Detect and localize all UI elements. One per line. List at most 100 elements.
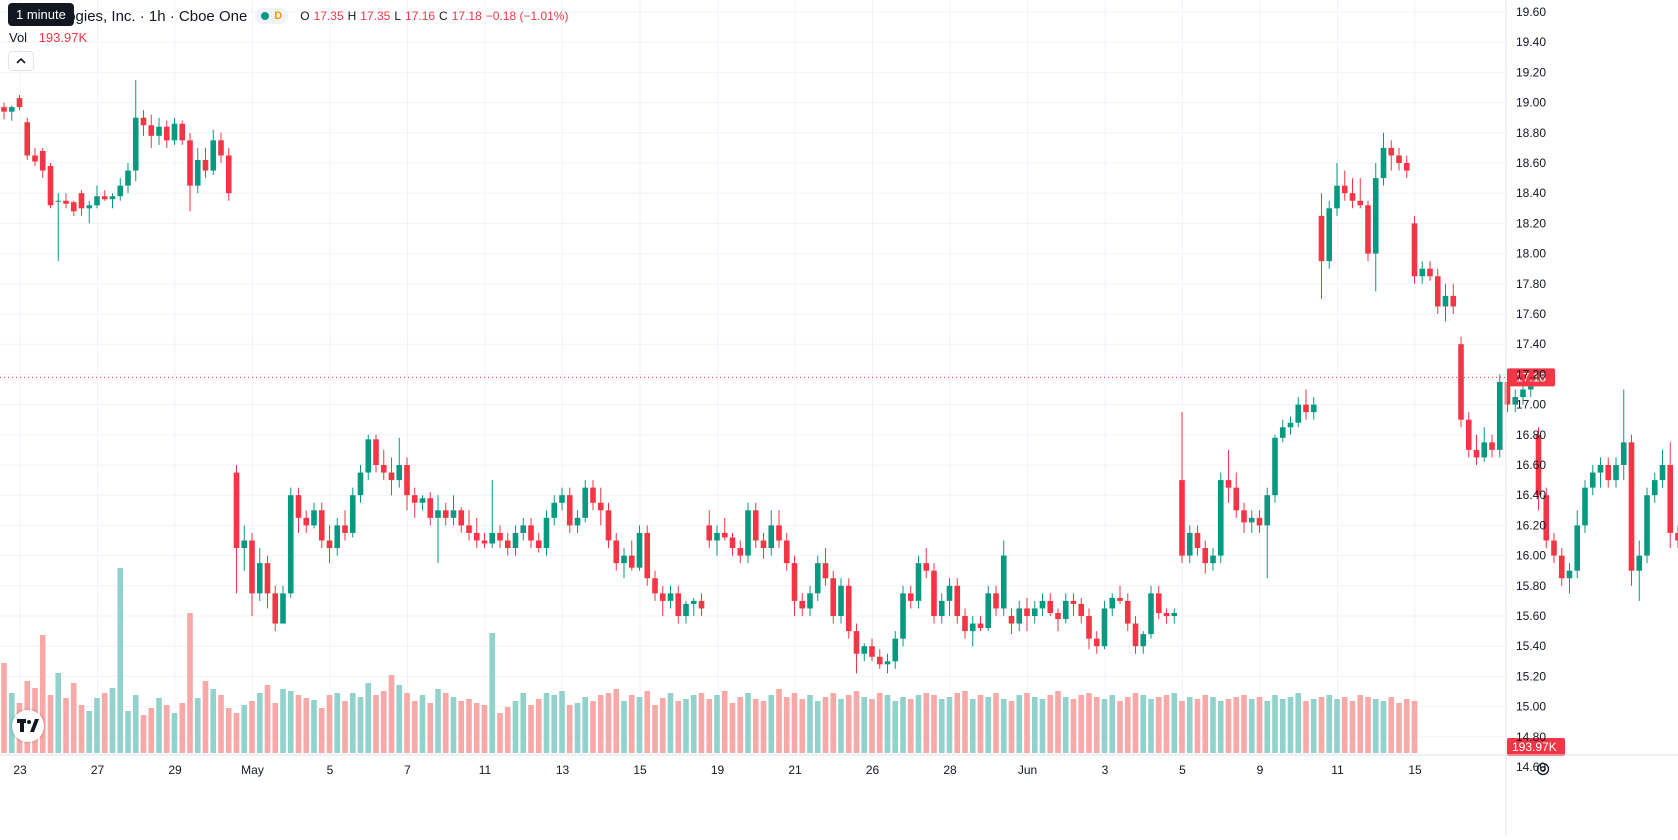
volume-bar xyxy=(450,697,457,753)
candle-body xyxy=(427,498,434,518)
candle-body xyxy=(1465,419,1472,450)
tradingview-logo-icon[interactable] xyxy=(12,710,44,742)
volume-bar xyxy=(876,693,883,753)
volume-bar xyxy=(256,693,263,753)
y-tick-label: 19.40 xyxy=(1516,35,1546,49)
candle-body xyxy=(799,600,806,609)
volume-bar xyxy=(613,689,620,753)
market-status-pill[interactable]: D xyxy=(255,8,289,24)
candle-body xyxy=(636,532,643,568)
x-tick-label: 11 xyxy=(479,763,492,777)
volume-bar xyxy=(1341,697,1348,753)
volume-bar xyxy=(559,691,565,753)
candle-body xyxy=(163,126,170,141)
volume-bar xyxy=(171,713,178,753)
candle-body xyxy=(504,540,511,549)
volume-bar xyxy=(977,695,984,753)
volume-bar xyxy=(435,689,441,753)
y-tick-label: 16.40 xyxy=(1516,488,1546,502)
candle-body xyxy=(776,525,782,541)
volume-bar xyxy=(636,697,643,753)
candle-body xyxy=(1194,532,1201,549)
candle-body xyxy=(1241,510,1247,523)
y-tick-label: 17.20 xyxy=(1516,367,1546,381)
candle-body xyxy=(1148,593,1154,635)
volume-bar xyxy=(1,663,7,753)
candle-body xyxy=(1334,185,1340,209)
volume-bar xyxy=(311,700,317,753)
candle-body xyxy=(1504,381,1511,405)
y-tick-label: 19.20 xyxy=(1516,65,1546,79)
candle-body xyxy=(1543,495,1550,541)
candle-body xyxy=(1496,381,1503,450)
volume-bar xyxy=(1140,695,1147,753)
volume-bar xyxy=(194,698,201,753)
candle-body xyxy=(667,593,674,601)
volume-bar xyxy=(690,695,697,753)
candle-body xyxy=(590,487,596,503)
volume-bar xyxy=(497,713,503,753)
volume-bar xyxy=(1272,695,1278,753)
candle-body xyxy=(1008,616,1015,624)
volume-bar xyxy=(148,708,155,753)
candle-body xyxy=(1458,344,1464,420)
candle-body xyxy=(24,122,31,156)
candle-body xyxy=(605,510,612,541)
candle-body xyxy=(109,196,116,200)
volume-bar xyxy=(1365,697,1371,753)
candle-body xyxy=(241,540,248,549)
volume-bar xyxy=(1062,697,1069,753)
volume-badge-label: 193.97K xyxy=(1512,740,1557,754)
candle-body xyxy=(334,525,341,549)
candle-body xyxy=(1574,525,1581,571)
volume-bar xyxy=(799,699,806,753)
candle-body xyxy=(1272,437,1278,496)
candle-body xyxy=(698,600,705,609)
candle-body xyxy=(760,540,767,549)
candle-body xyxy=(845,585,852,632)
volume-bar xyxy=(1000,699,1007,753)
gear-icon[interactable] xyxy=(1535,761,1551,777)
candle-body xyxy=(489,532,496,544)
volume-bar xyxy=(566,705,573,753)
volume-bar xyxy=(156,698,162,753)
volume-bar xyxy=(737,697,744,753)
candle-body xyxy=(388,472,395,481)
volume-bar xyxy=(241,705,248,753)
candle-body xyxy=(838,585,844,616)
candle-body xyxy=(1055,612,1061,620)
volume-bar xyxy=(830,693,837,753)
x-tick-label: 15 xyxy=(1408,763,1422,777)
candle-body xyxy=(497,532,503,541)
collapse-legend-button[interactable] xyxy=(8,51,34,71)
volume-bar xyxy=(1295,693,1302,753)
volume-bar xyxy=(962,691,968,753)
candle-body xyxy=(435,510,441,518)
candle-body xyxy=(1024,608,1030,616)
candle-body xyxy=(1210,555,1216,564)
candle-body xyxy=(954,585,961,616)
volume-bar xyxy=(969,699,976,753)
y-tick-label: 19.60 xyxy=(1516,5,1546,19)
candle-body xyxy=(473,532,480,541)
volume-bar xyxy=(357,697,364,753)
volume-bar xyxy=(1264,701,1271,753)
candle-body xyxy=(1403,163,1410,171)
candle-body xyxy=(16,98,23,108)
candle-body xyxy=(884,661,891,665)
candle-body xyxy=(1341,185,1348,194)
candle-body xyxy=(1202,548,1209,564)
volume-bar xyxy=(1024,693,1030,753)
volume-bar xyxy=(1303,701,1309,753)
volume-bar xyxy=(427,703,434,753)
candle-body xyxy=(1155,593,1162,613)
x-tick-label: 15 xyxy=(633,763,647,777)
volume-bar xyxy=(365,683,372,753)
y-tick-label: 18.40 xyxy=(1516,186,1546,200)
candle-body xyxy=(1264,495,1271,526)
volume-bar xyxy=(907,699,914,753)
volume-bar xyxy=(776,689,782,753)
